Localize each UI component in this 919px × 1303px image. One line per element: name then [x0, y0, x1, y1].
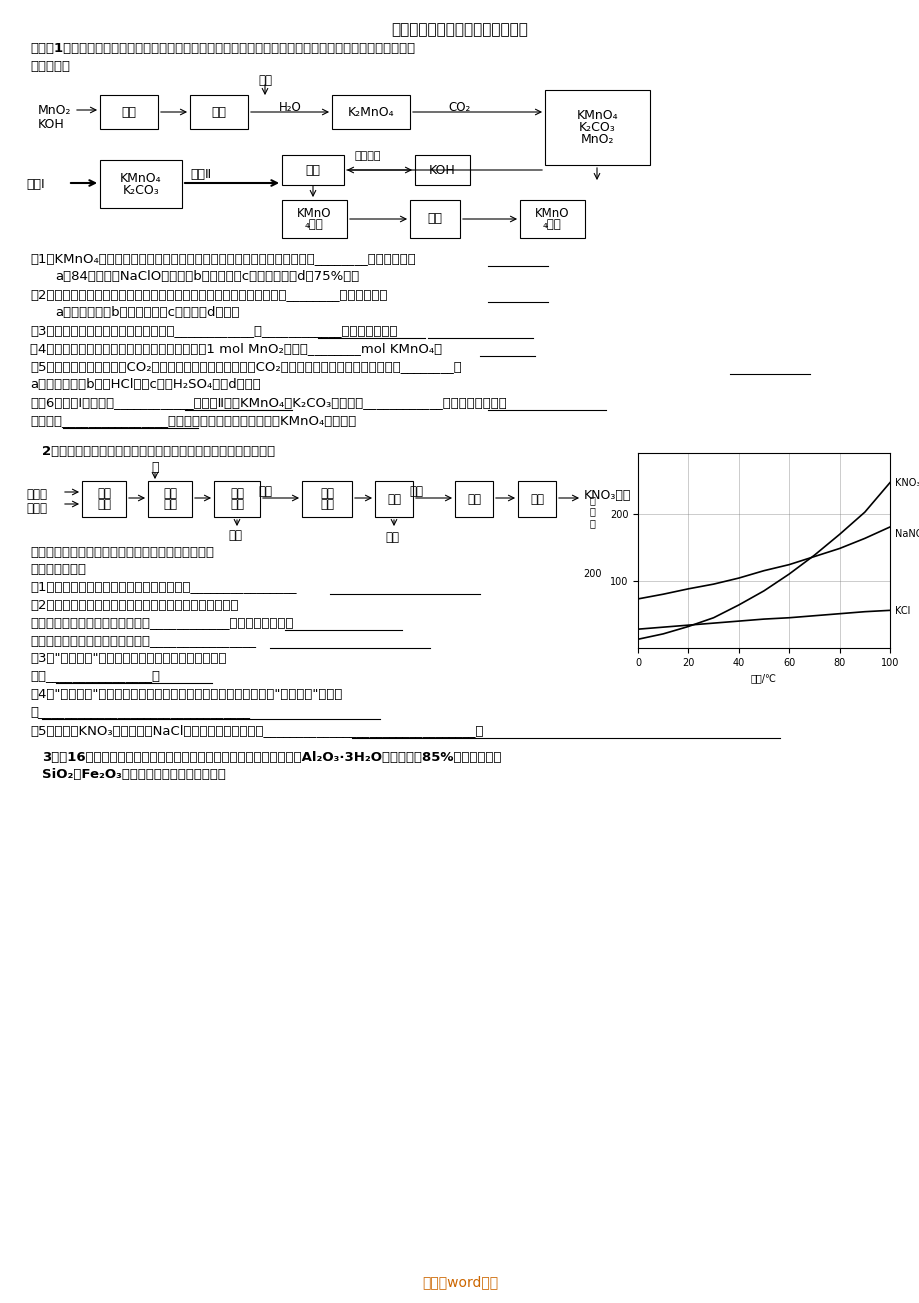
Text: 滤渣: 滤渣 — [228, 529, 242, 542]
Text: 水: 水 — [151, 461, 159, 474]
Text: 回答下列问题：: 回答下列问题： — [30, 563, 85, 576]
Bar — [519, 199, 584, 238]
Text: K₂CO₃: K₂CO₃ — [578, 121, 615, 134]
Text: （5）该生产中需要纯净的CO₂气体。若实验室要制备纯净的CO₂，所需试剂最好选择（选填代号）________。: （5）该生产中需要纯净的CO₂气体。若实验室要制备纯净的CO₂，所需试剂最好选择… — [30, 360, 461, 373]
Text: （1）为了加速固体溶解，可采取的措施是：________________: （1）为了加速固体溶解，可采取的措施是：________________ — [30, 580, 296, 593]
X-axis label: 温度/℃: 温度/℃ — [750, 674, 777, 683]
Text: ₄粗晶: ₄粗晶 — [305, 218, 323, 231]
Text: 硝酸钾等四种物质的溶解度随温度变化如右图所示。: 硝酸钾等四种物质的溶解度随温度变化如右图所示。 — [30, 546, 214, 559]
Text: 石灰苛化: 石灰苛化 — [355, 151, 380, 162]
Text: （4）"趁热过滤"，有时先往滤液中加入少量水，加热至沸，然后再"冷却结晶"，目的: （4）"趁热过滤"，有时先往滤液中加入少量水，加热至沸，然后再"冷却结晶"，目的 — [30, 688, 342, 701]
Text: a、84消毒液（NaClO溶液）　b、双氧水　c、二氧化硫　d、75%酒精: a、84消毒液（NaClO溶液） b、双氧水 c、二氧化硫 d、75%酒精 — [55, 270, 358, 283]
Text: KMnO: KMnO — [297, 207, 332, 220]
Text: 混合: 混合 — [96, 487, 111, 500]
Text: （4）若不考虑物质循环与制备过程中的损失，则1 mol MnO₂可制得________mol KMnO₄。: （4）若不考虑物质循环与制备过程中的损失，则1 mol MnO₂可制得_____… — [30, 341, 442, 354]
Text: NaNO₃: NaNO₃ — [894, 529, 919, 538]
Bar — [214, 481, 260, 517]
Text: 冷却: 冷却 — [320, 487, 334, 500]
Text: MnO₂: MnO₂ — [38, 104, 72, 117]
Text: 趁热: 趁热 — [230, 487, 244, 500]
Text: KNO₃: KNO₃ — [894, 478, 919, 487]
Text: 粉碎: 粉碎 — [121, 106, 136, 119]
Bar — [455, 481, 493, 517]
Bar — [100, 160, 182, 208]
Bar — [100, 95, 158, 129]
Text: 蒸发: 蒸发 — [163, 487, 176, 500]
Text: 3．（16分）铝广泛应用于化学工业和日常生活中。工业上由铝土矿（Al₂O₃·3H₂O的含量约为85%，其余主要为: 3．（16分）铝广泛应用于化学工业和日常生活中。工业上由铝土矿（Al₂O₃·3H… — [42, 751, 501, 764]
Text: 干燥: 干燥 — [427, 212, 442, 225]
Bar — [410, 199, 460, 238]
Text: 浓缩: 浓缩 — [163, 498, 176, 511]
Text: 氯化钾: 氯化钾 — [26, 489, 47, 500]
Text: 是________________________________: 是________________________________ — [30, 705, 250, 718]
Text: K₂MnO₄: K₂MnO₄ — [347, 106, 394, 119]
Bar — [190, 95, 248, 129]
Text: 溶
解
度: 溶 解 度 — [589, 495, 595, 528]
Text: SiO₂、Fe₂O₃等）冶炼金属铝的流程如下。: SiO₂、Fe₂O₃等）冶炼金属铝的流程如下。 — [42, 767, 226, 780]
Text: 200: 200 — [583, 569, 601, 579]
Text: 工艺流程。: 工艺流程。 — [30, 60, 70, 73]
Text: 2、实验室以氯化钾和硝酸钠为原料制备硝酸钾的实验流程如下：: 2、实验室以氯化钾和硝酸钠为原料制备硝酸钾的实验流程如下： — [42, 446, 275, 457]
Bar — [375, 481, 413, 517]
Text: 操作Ⅱ: 操作Ⅱ — [190, 168, 210, 181]
Bar — [301, 481, 352, 517]
Text: 练习：1、工业制备高锰酸钾是锰的重要化合物和常用的氧化剂。以下是工业上用软锰矿制备高锰酸钾的一种: 练习：1、工业制备高锰酸钾是锰的重要化合物和常用的氧化剂。以下是工业上用软锰矿制… — [30, 42, 414, 55]
Bar — [414, 155, 470, 185]
Text: 用酒精灯加热。取用蒸发皿应使用____________（填仪器的名称）: 用酒精灯加热。取用蒸发皿应使用____________（填仪器的名称） — [30, 616, 293, 629]
Text: H₂O: H₂O — [278, 102, 301, 113]
Text: KMnO: KMnO — [535, 207, 569, 220]
Text: CO₂: CO₂ — [448, 102, 471, 113]
Text: 母液: 母液 — [305, 163, 320, 176]
Text: KNO₃产品: KNO₃产品 — [584, 489, 630, 502]
Text: 操作Ⅰ: 操作Ⅰ — [26, 179, 45, 192]
Text: KCl: KCl — [894, 606, 910, 616]
Text: （3）上述流程中可以循环使用的物质有____________、____________（写化学式）。: （3）上述流程中可以循环使用的物质有____________、_________… — [30, 324, 397, 337]
Text: 式）________________。: 式）________________。 — [30, 668, 160, 681]
Text: （5）制得的KNO₃产品中常含NaCl，进一步提纯的方法是________________________________。: （5）制得的KNO₃产品中常含NaCl，进一步提纯的方法是___________… — [30, 724, 483, 737]
Bar — [282, 199, 346, 238]
Text: （2）高锰酸钾保存在棕色试剂瓶，下列试剂保存不需要棕色试剂瓶的是________（填代号）。: （2）高锰酸钾保存在棕色试剂瓶，下列试剂保存不需要棕色试剂瓶的是________… — [30, 288, 387, 301]
Bar — [282, 155, 344, 185]
Text: 结晶: 结晶 — [320, 498, 334, 511]
Text: （1）KMnO₄稀溶液是一种常用的消毒剂。其消毒原理与下列物质相同的是________（填代号）。: （1）KMnO₄稀溶液是一种常用的消毒剂。其消毒原理与下列物质相同的是_____… — [30, 251, 415, 265]
Text: KMnO₄: KMnO₄ — [576, 109, 618, 122]
Bar — [82, 481, 126, 517]
Text: （6）操作Ⅰ的名称是____________；操作Ⅱ根据KMnO₄和K₂CO₃两物质在____________（填性质）上的差: （6）操作Ⅰ的名称是____________；操作Ⅱ根据KMnO₄和K₂CO₃两… — [30, 396, 506, 409]
Text: 熔融: 熔融 — [211, 106, 226, 119]
Text: 滤液: 滤液 — [257, 485, 272, 498]
Bar — [517, 481, 555, 517]
Text: 干燥: 干燥 — [529, 493, 543, 506]
Bar — [544, 90, 650, 165]
Text: MnO₂: MnO₂ — [580, 133, 614, 146]
Text: 异，采用________________（填操作步骤）、趁热过滤得到KMnO₄粗晶体。: 异，采用________________（填操作步骤）、趁热过滤得到KMnO₄粗… — [30, 414, 356, 427]
Text: 高考化学工艺流程题突破技巧窍门: 高考化学工艺流程题突破技巧窍门 — [391, 22, 528, 36]
Bar — [148, 481, 192, 517]
Text: ₄晶体: ₄晶体 — [542, 218, 562, 231]
Text: 洗涤: 洗涤 — [467, 493, 481, 506]
Text: 溶解: 溶解 — [96, 498, 111, 511]
Text: K₂CO₃: K₂CO₃ — [122, 184, 159, 197]
Text: （3）"趁热过滤"操作中，滤液的主要成分是（填化学: （3）"趁热过滤"操作中，滤液的主要成分是（填化学 — [30, 652, 226, 665]
Text: KOH: KOH — [428, 163, 456, 176]
Text: a、浓硝酸　　b、硝酸银　　c、氯水　d、烧碱: a、浓硝酸 b、硝酸银 c、氯水 d、烧碱 — [55, 306, 239, 319]
Text: （2）实验室进行蒸发浓缩操作时，将蒸发皿置于铁圈上，: （2）实验室进行蒸发浓缩操作时，将蒸发皿置于铁圈上， — [30, 599, 238, 612]
Text: 滤渣: 滤渣 — [409, 485, 423, 498]
Text: 过滤: 过滤 — [230, 498, 244, 511]
Text: 过滤: 过滤 — [387, 493, 401, 506]
Text: 硝酸钠: 硝酸钠 — [26, 502, 47, 515]
Text: a、石灰石　　b、稀HCl　　c、稀H₂SO₄　　d、纯碱: a、石灰石 b、稀HCl c、稀H₂SO₄ d、纯碱 — [30, 378, 260, 391]
Text: KOH: KOH — [38, 119, 64, 132]
Text: KMnO₄: KMnO₄ — [120, 172, 162, 185]
Text: 滤液: 滤液 — [384, 532, 399, 543]
Bar — [332, 95, 410, 129]
Text: 空气: 空气 — [257, 74, 272, 87]
Text: 整理为word格式: 整理为word格式 — [422, 1276, 497, 1289]
Text: 为了防止液滴飞溅，进行的操作是________________: 为了防止液滴飞溅，进行的操作是________________ — [30, 635, 255, 648]
